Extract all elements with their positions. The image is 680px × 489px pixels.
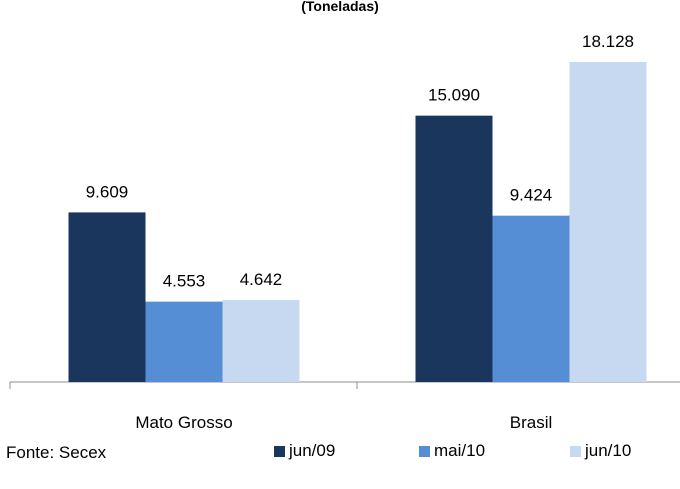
bar-jun-09-mato-grosso [68,212,146,382]
source-note: Fonte: Secex [6,443,107,462]
legend-swatch [570,445,581,457]
bar-mai-10-brasil [492,215,570,382]
data-label: 9.609 [86,182,129,201]
bar-jun-10-mato-grosso [222,300,300,382]
bar-mai-10-mato-grosso [145,301,223,382]
category-label: Mato Grosso [135,413,232,432]
legend-swatch [274,445,285,457]
legend-label: jun/09 [289,441,336,460]
legend-item-jun-10: jun/10 [570,441,631,461]
data-label: 4.553 [163,272,206,291]
data-label: 4.642 [240,270,283,289]
chart-subtitle: (Toneladas) [301,0,379,14]
category-label: Brasil [510,413,553,432]
legend-item-jun-09: jun/09 [274,441,335,461]
bar-jun-10-brasil [569,62,647,382]
bar-jun-09-brasil [415,115,493,382]
chart-legend: jun/09 mai/10 jun/10 [0,441,680,465]
legend-swatch [419,445,430,457]
data-label: 18.128 [582,32,634,51]
legend-label: mai/10 [434,441,486,460]
legend-label: jun/10 [585,441,632,460]
data-label: 15.090 [428,86,480,105]
data-label: 9.424 [510,186,553,205]
legend-item-mai-10: mai/10 [419,441,485,461]
